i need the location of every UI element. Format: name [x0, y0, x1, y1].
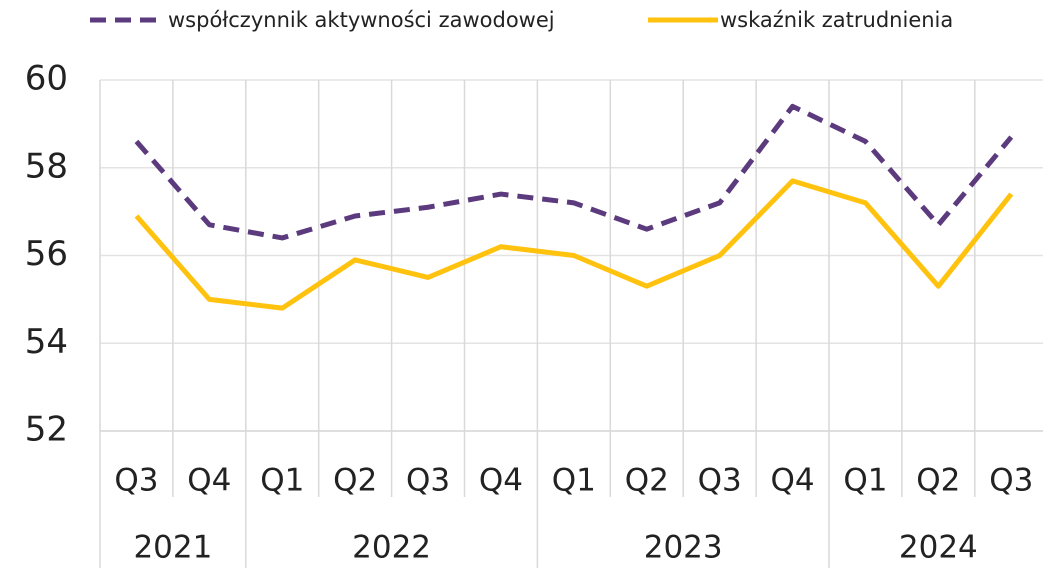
x-tick-label: Q4 — [770, 463, 814, 499]
y-tick-label: 58 — [25, 146, 68, 186]
y-tick-label: 56 — [25, 234, 68, 274]
series-line — [134, 103, 1014, 241]
x-tick-label: Q3 — [114, 463, 158, 499]
x-tick-label: Q3 — [989, 463, 1033, 499]
x-tick-label: Q3 — [406, 463, 450, 499]
x-tick-label: Q4 — [479, 463, 523, 499]
year-label: 2022 — [352, 530, 431, 566]
x-tick-label: Q4 — [187, 463, 231, 499]
series-line — [134, 178, 1014, 311]
x-tick-label: Q3 — [698, 463, 742, 499]
y-tick-label: 54 — [25, 322, 68, 362]
y-tick-label: 60 — [25, 59, 68, 99]
year-label: 2024 — [899, 530, 978, 566]
legend-label: wskaźnik zatrudnienia — [720, 8, 953, 32]
x-tick-label: Q1 — [260, 463, 304, 499]
x-tick-label: Q2 — [333, 463, 377, 499]
x-tick-label: Q1 — [552, 463, 596, 499]
year-label: 2023 — [644, 530, 723, 566]
y-tick-label: 52 — [25, 410, 68, 450]
x-tick-label: Q1 — [843, 463, 887, 499]
year-label: 2021 — [133, 530, 212, 566]
x-tick-label: Q2 — [625, 463, 669, 499]
legend-label: współczynnik aktywności zawodowej — [168, 8, 555, 32]
x-tick-label: Q2 — [916, 463, 960, 499]
